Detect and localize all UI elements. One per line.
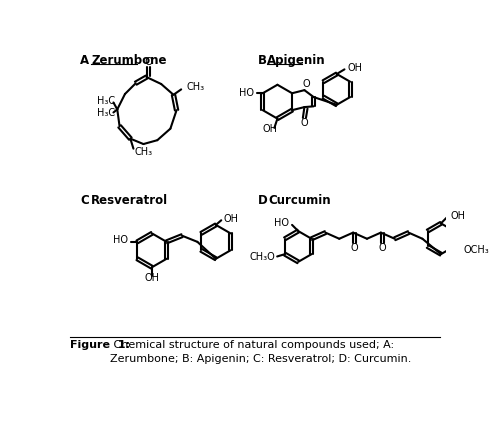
Text: HO: HO xyxy=(113,235,128,245)
Text: Chemical structure of natural compounds used; A:
Zerumbone; B: Apigenin; C: Resv: Chemical structure of natural compounds … xyxy=(109,340,411,364)
Text: HO: HO xyxy=(274,218,289,229)
Text: CH₃O: CH₃O xyxy=(250,252,276,262)
Text: H₃C: H₃C xyxy=(97,96,115,106)
Text: B: B xyxy=(257,54,266,67)
Text: OH: OH xyxy=(450,211,465,220)
Text: O: O xyxy=(301,118,308,128)
Text: CH₃: CH₃ xyxy=(186,82,205,92)
Text: OH: OH xyxy=(224,214,239,224)
Text: C: C xyxy=(81,194,89,207)
Text: HO: HO xyxy=(239,88,253,98)
Text: Figure  1:: Figure 1: xyxy=(70,340,130,350)
Text: Curcumin: Curcumin xyxy=(268,194,331,207)
Text: CH₃: CH₃ xyxy=(134,147,153,157)
Text: OH: OH xyxy=(145,273,160,283)
Text: H₃C: H₃C xyxy=(97,108,115,118)
Text: Zerumbone: Zerumbone xyxy=(91,54,166,67)
Text: OCH₃: OCH₃ xyxy=(464,245,489,254)
Text: A: A xyxy=(81,54,89,67)
Text: Apigenin: Apigenin xyxy=(267,54,325,67)
Text: O: O xyxy=(351,243,358,253)
Text: O: O xyxy=(144,57,152,67)
Text: D: D xyxy=(257,194,267,207)
Text: Resveratrol: Resveratrol xyxy=(91,194,168,207)
Text: OH: OH xyxy=(347,63,362,73)
Text: O: O xyxy=(302,79,310,89)
Text: O: O xyxy=(379,243,386,253)
Text: OH: OH xyxy=(262,124,277,134)
